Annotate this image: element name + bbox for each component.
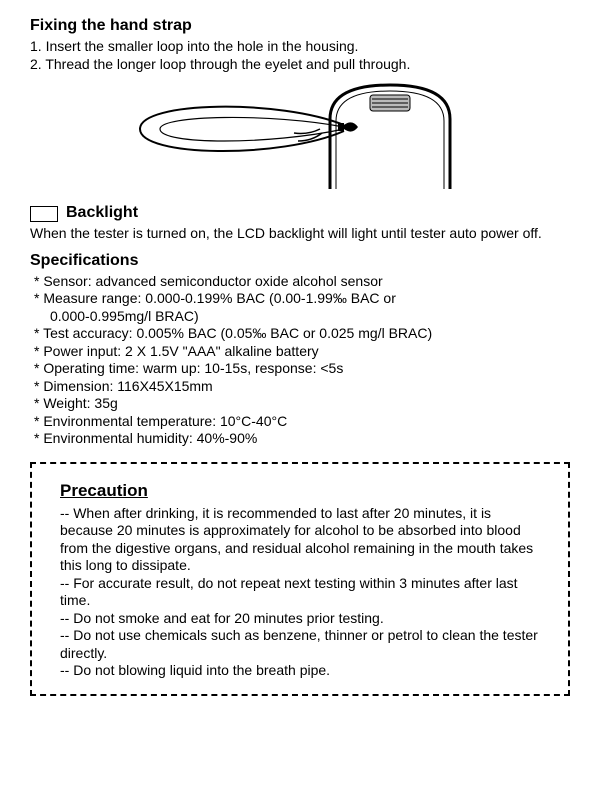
checkbox-icon <box>30 206 58 222</box>
spec-item-cont: 0.000-0.995mg/l BRAC) <box>30 308 570 326</box>
spec-item: * Test accuracy: 0.005% BAC (0.05‰ BAC o… <box>30 325 570 343</box>
specs-title: Specifications <box>30 251 570 271</box>
spec-item: * Weight: 35g <box>30 395 570 413</box>
precaution-line: -- Do not blowing liquid into the breath… <box>60 662 540 680</box>
handstrap-steps: 1. Insert the smaller loop into the hole… <box>30 38 570 73</box>
spec-item: * Measure range: 0.000-0.199% BAC (0.00-… <box>30 290 570 308</box>
backlight-text: When the tester is turned on, the LCD ba… <box>30 225 570 243</box>
spec-item: * Operating time: warm up: 10-15s, respo… <box>30 360 570 378</box>
backlight-label: Backlight <box>66 203 138 223</box>
grille-icon <box>370 95 410 111</box>
backlight-section: Backlight When the tester is turned on, … <box>30 203 570 243</box>
specs-list: * Sensor: advanced semiconductor oxide a… <box>30 273 570 448</box>
spec-item: * Environmental humidity: 40%-90% <box>30 430 570 448</box>
handstrap-title: Fixing the hand strap <box>30 16 570 36</box>
specs-section: Specifications * Sensor: advanced semico… <box>30 251 570 448</box>
strap-diagram-svg <box>120 79 480 189</box>
precaution-line: -- Do not smoke and eat for 20 minutes p… <box>60 610 540 628</box>
precaution-line: -- Do not use chemicals such as benzene,… <box>60 627 540 662</box>
precaution-line: -- For accurate result, do not repeat ne… <box>60 575 540 610</box>
spec-item: * Sensor: advanced semiconductor oxide a… <box>30 273 570 291</box>
precaution-line: -- When after drinking, it is recommende… <box>60 505 540 575</box>
handstrap-step1: 1. Insert the smaller loop into the hole… <box>30 38 570 56</box>
spec-item: * Dimension: 116X45X15mm <box>30 378 570 396</box>
handstrap-diagram <box>30 79 570 189</box>
precaution-title: Precaution <box>60 480 540 501</box>
handstrap-section: Fixing the hand strap 1. Insert the smal… <box>30 16 570 189</box>
precaution-body: -- When after drinking, it is recommende… <box>60 505 540 680</box>
spec-item: * Environmental temperature: 10°C-40°C <box>30 413 570 431</box>
spec-item: * Power input: 2 X 1.5V "AAA" alkaline b… <box>30 343 570 361</box>
handstrap-step2: 2. Thread the longer loop through the ey… <box>30 56 570 74</box>
precaution-box: Precaution -- When after drinking, it is… <box>30 462 570 696</box>
